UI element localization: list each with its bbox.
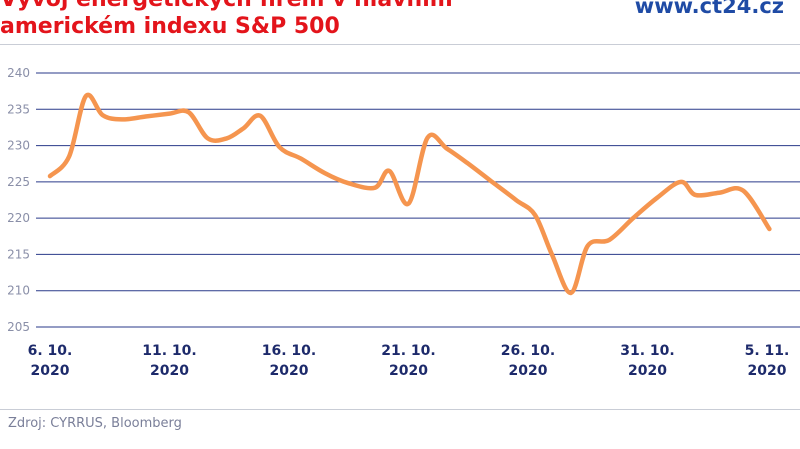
grid-layer bbox=[36, 72, 800, 328]
y-tick-label-240: 240 bbox=[7, 66, 30, 80]
x-tick-label-6-year: 2020 bbox=[748, 363, 787, 379]
y-tick-label-210: 210 bbox=[7, 284, 30, 298]
x-tick-label-3-date: 21. 10. bbox=[381, 343, 435, 359]
chart-title-line-1: Vývoj energetických firem v hlavním bbox=[0, 0, 453, 13]
footer-divider bbox=[0, 409, 800, 410]
y-tick-label-205: 205 bbox=[7, 320, 30, 334]
chart-title: Vývoj energetických firem v hlavním amer… bbox=[0, 0, 453, 40]
x-tick-label-2-year: 2020 bbox=[270, 363, 309, 379]
x-tick-label-5-year: 2020 bbox=[628, 363, 667, 379]
source-note: Zdroj: CYRRUS, Bloomberg bbox=[8, 416, 182, 431]
x-tick-label-1-date: 11. 10. bbox=[142, 343, 196, 359]
x-tick-label-0-date: 6. 10. bbox=[28, 343, 73, 359]
y-tick-label-230: 230 bbox=[7, 139, 30, 153]
x-tick-label-6-date: 5. 11. bbox=[745, 343, 790, 359]
x-tick-label-3-year: 2020 bbox=[389, 363, 428, 379]
series-line-0 bbox=[47, 92, 772, 296]
series-layer bbox=[47, 92, 772, 296]
chart-title-line-2: americkém indexu S&P 500 bbox=[0, 14, 340, 39]
x-tick-label-4-date: 26. 10. bbox=[501, 343, 555, 359]
x-tick-label-5-date: 31. 10. bbox=[620, 343, 674, 359]
x-tick-label-4-year: 2020 bbox=[509, 363, 548, 379]
y-axis-ticks: 205 210 215 220 225 230 235 240 bbox=[7, 66, 30, 334]
x-axis-ticks: 6. 10. 2020 11. 10. 2020 16. 10. 2020 21. 10. 2… bbox=[28, 343, 790, 379]
x-tick-label-2-date: 16. 10. bbox=[262, 343, 316, 359]
x-tick-label-0-year: 2020 bbox=[31, 363, 70, 379]
y-tick-label-235: 235 bbox=[7, 102, 30, 116]
y-tick-label-215: 215 bbox=[7, 247, 30, 261]
y-tick-label-220: 220 bbox=[7, 211, 30, 225]
header-divider bbox=[0, 44, 800, 45]
brand-link[interactable]: www.ct24.cz bbox=[634, 0, 784, 18]
y-tick-label-225: 225 bbox=[7, 175, 30, 189]
x-tick-label-1-year: 2020 bbox=[150, 363, 189, 379]
